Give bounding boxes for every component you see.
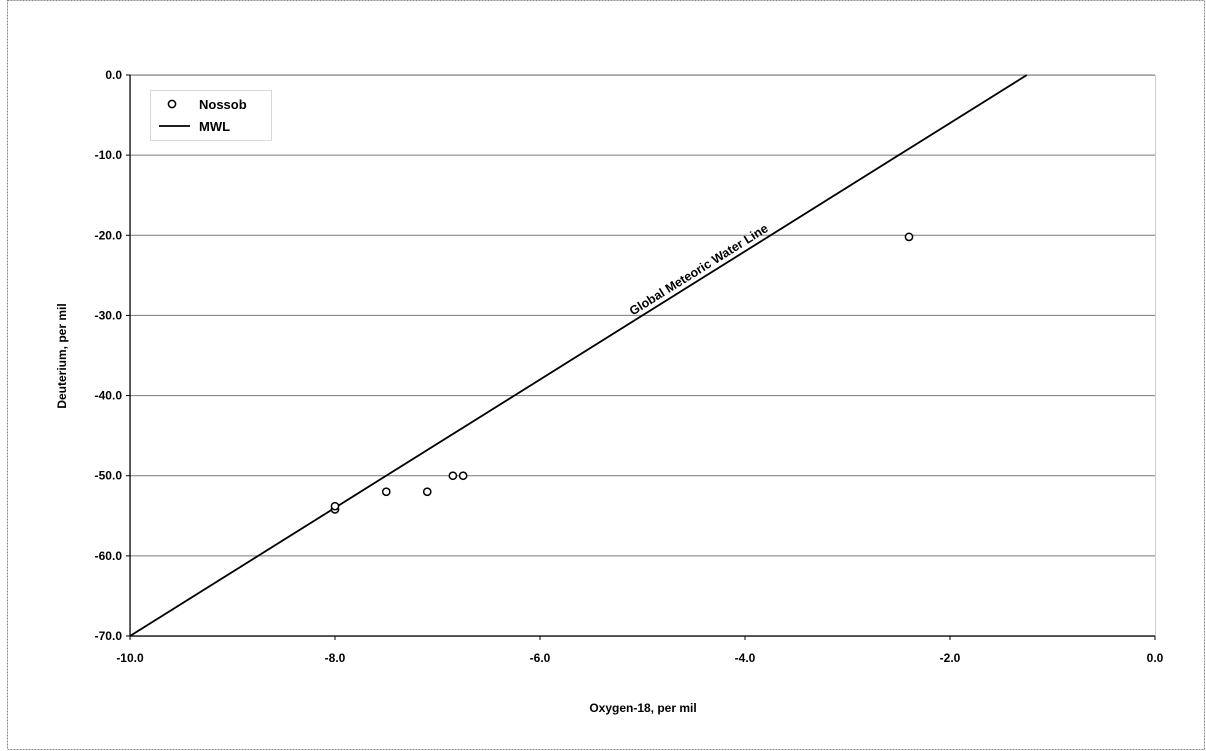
legend-marker-nossob: [167, 99, 177, 109]
y-tick-label: -20.0: [95, 228, 123, 242]
nossob-point: [458, 471, 468, 481]
nossob-point: [904, 232, 914, 242]
legend-label-mwl: MWL: [199, 119, 230, 134]
y-tick-label: -30.0: [95, 308, 123, 322]
y-tick-label: -60.0: [95, 549, 123, 563]
nossob-point: [448, 471, 458, 481]
axes: 0.0 -10.0 -20.0 -30.0 -40.0 -50.0 -60.0 -70.0 -1…: [95, 68, 1164, 665]
x-tick-label: -4.0: [735, 651, 756, 665]
plot-area: [130, 75, 1156, 637]
y-tick-label: -50.0: [95, 469, 123, 483]
nossob-point: [381, 487, 391, 497]
x-tick-label: -8.0: [325, 651, 346, 665]
data-series: [129, 74, 1028, 637]
nossob-point: [422, 487, 432, 497]
x-tick-label: -6.0: [530, 651, 551, 665]
y-tick-label: -40.0: [95, 389, 123, 403]
x-tick-label: 0.0: [1147, 651, 1164, 665]
nossob-point: [330, 501, 340, 511]
y-tick-label: 0.0: [105, 68, 122, 82]
x-tick-label: -2.0: [940, 651, 961, 665]
y-tick-label: -10.0: [95, 148, 123, 162]
y-tick-label: -70.0: [95, 629, 123, 643]
x-tick-label: -10.0: [116, 651, 144, 665]
y-axis-title: Deuterium, per mil: [55, 303, 69, 408]
legend-box: [150, 90, 272, 141]
mwl-line: [129, 74, 1028, 637]
legend: Nossob MWL: [150, 90, 272, 141]
x-axis-title: Oxygen-18, per mil: [589, 701, 696, 715]
page-border: [7, 0, 1205, 750]
legend-label-nossob: Nossob: [199, 97, 247, 112]
